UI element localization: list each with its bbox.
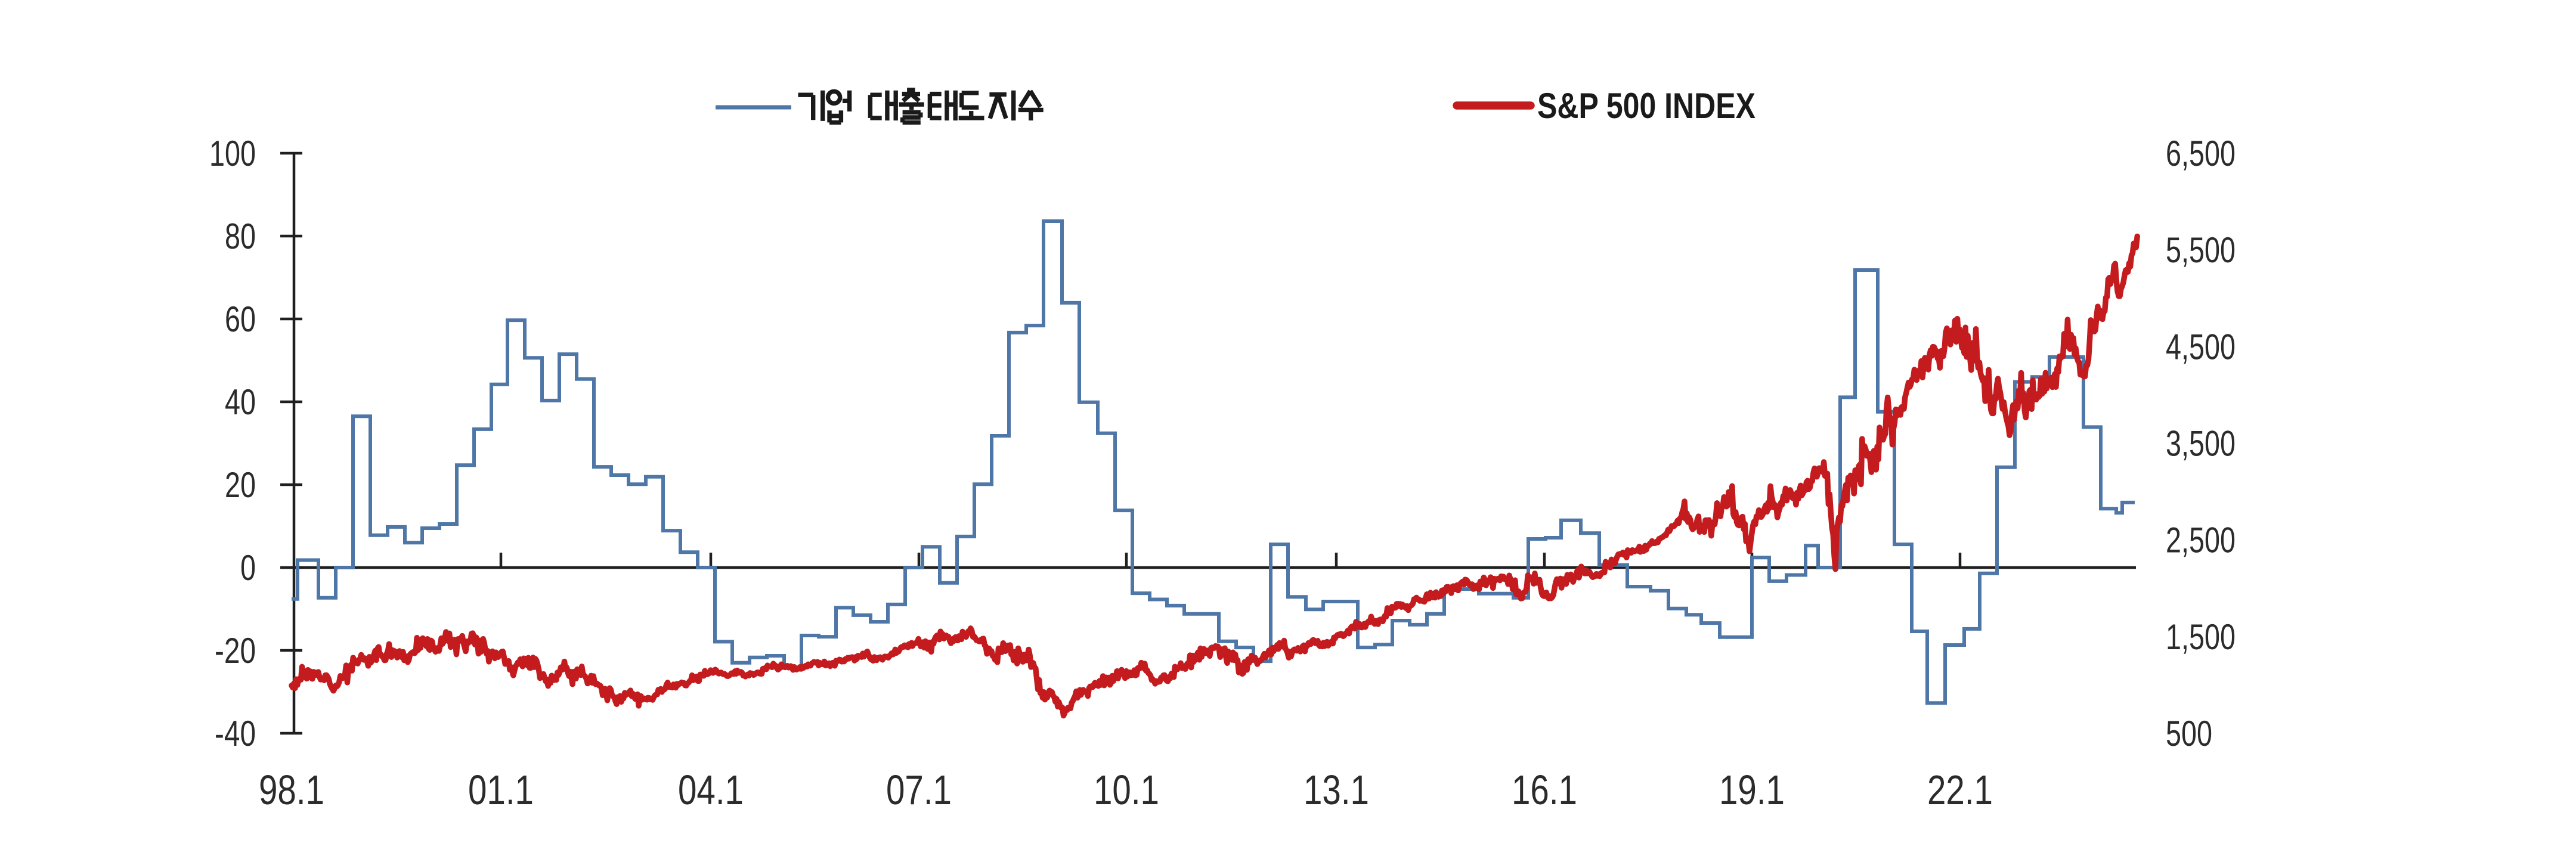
svg-text:0: 0 — [240, 548, 256, 588]
svg-text:40: 40 — [225, 382, 256, 422]
svg-text:6,500: 6,500 — [2166, 134, 2236, 173]
svg-text:10.1: 10.1 — [1094, 767, 1159, 813]
svg-text:16.1: 16.1 — [1512, 767, 1577, 813]
svg-text:60: 60 — [225, 299, 256, 339]
svg-text:5,500: 5,500 — [2166, 230, 2236, 270]
svg-text:04.1: 04.1 — [678, 767, 744, 813]
svg-text:07.1: 07.1 — [886, 767, 952, 813]
svg-text:100: 100 — [209, 134, 256, 173]
svg-text:20: 20 — [225, 465, 256, 505]
svg-text:13.1: 13.1 — [1304, 767, 1369, 813]
svg-text:1,500: 1,500 — [2166, 617, 2236, 657]
svg-text:80: 80 — [225, 216, 256, 256]
svg-text:22.1: 22.1 — [1927, 767, 1993, 813]
svg-text:500: 500 — [2166, 714, 2212, 754]
svg-text:19.1: 19.1 — [1719, 767, 1785, 813]
svg-text:-40: -40 — [215, 714, 256, 754]
svg-text:S&P 500 INDEX: S&P 500 INDEX — [1537, 86, 1755, 126]
svg-text:98.1: 98.1 — [259, 767, 324, 813]
svg-text:01.1: 01.1 — [468, 767, 534, 813]
svg-text:3,500: 3,500 — [2166, 424, 2236, 464]
svg-text:-20: -20 — [215, 631, 256, 671]
svg-text:4,500: 4,500 — [2166, 327, 2236, 367]
svg-text:2,500: 2,500 — [2166, 520, 2236, 560]
